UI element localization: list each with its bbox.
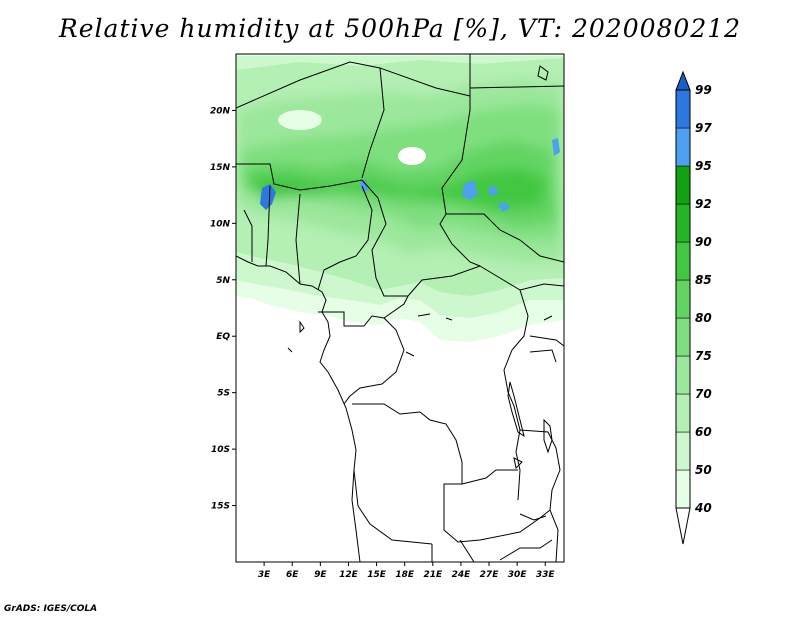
humidity-cell-95 bbox=[360, 180, 368, 192]
map-title: Relative humidity at 500hPa [%], VT: 202… bbox=[58, 14, 742, 43]
humidity-cell-95 bbox=[552, 138, 560, 156]
colorbar-high-triangle bbox=[675, 70, 691, 91]
lat-tick-label: 5S bbox=[217, 389, 230, 399]
colorbar: 40 50 60 70 75 80 85 90 92 95 97 99 bbox=[675, 70, 712, 545]
colorbar-level-label: 97 bbox=[695, 121, 712, 135]
lon-tick-label: 27E bbox=[480, 570, 500, 580]
colorbar-level-label: 95 bbox=[695, 159, 712, 173]
lon-tick-label: 21E bbox=[423, 570, 443, 580]
colorbar-outline bbox=[675, 89, 691, 509]
humidity-field bbox=[236, 54, 564, 342]
humidity-cell-95 bbox=[462, 180, 478, 200]
colorbar-segment bbox=[675, 203, 691, 243]
lon-tick-label: 6E bbox=[286, 570, 299, 580]
colorbar-segment bbox=[675, 89, 691, 129]
lat-tick-label: EQ bbox=[216, 332, 230, 342]
humidity-band-90 bbox=[250, 168, 548, 210]
colorbar-level-label: 99 bbox=[695, 83, 712, 97]
country-borders bbox=[236, 54, 564, 562]
colorbar-low-triangle bbox=[675, 507, 691, 545]
colorbar-segment bbox=[675, 165, 691, 205]
lon-tick-label: 24E bbox=[452, 570, 472, 580]
dry-pocket bbox=[398, 147, 426, 165]
lat-tick-label: 20N bbox=[210, 106, 231, 116]
longitude-axis: 3E 6E 9E 12E 15E 18E 21E 24E 27E 30E 33E bbox=[258, 562, 556, 580]
credit-label: GrADS: IGES/COLA bbox=[4, 604, 98, 614]
latitude-axis: 20N 15N 10N 5N EQ 5S 10S 15S bbox=[210, 106, 236, 512]
lat-tick-label: 15N bbox=[210, 163, 231, 173]
colorbar-segment bbox=[675, 317, 691, 357]
map-plot bbox=[235, 53, 565, 563]
dry-pocket bbox=[278, 110, 322, 130]
colorbar-segment bbox=[675, 127, 691, 167]
lon-tick-label: 12E bbox=[339, 570, 359, 580]
colorbar-level-label: 75 bbox=[695, 349, 712, 363]
colorbar-level-label: 90 bbox=[695, 235, 712, 249]
lon-tick-label: 30E bbox=[508, 570, 528, 580]
colorbar-level-label: 40 bbox=[694, 501, 712, 515]
lat-tick-label: 15S bbox=[211, 502, 230, 512]
colorbar-segment bbox=[675, 393, 691, 433]
humidity-cell-95 bbox=[488, 186, 498, 196]
colorbar-segment bbox=[675, 279, 691, 319]
humidity-cell-97 bbox=[260, 184, 276, 210]
colorbar-level-label: 80 bbox=[695, 311, 712, 325]
colorbar-level-label: 92 bbox=[695, 197, 712, 211]
colorbar-segment bbox=[675, 431, 691, 471]
lon-tick-label: 18E bbox=[395, 570, 415, 580]
colorbar-level-label: 60 bbox=[695, 425, 712, 439]
lon-tick-label: 3E bbox=[258, 570, 271, 580]
lat-tick-label: 10S bbox=[211, 445, 230, 455]
plot-frame bbox=[235, 53, 565, 563]
colorbar-level-label: 85 bbox=[695, 273, 712, 287]
colorbar-level-label: 50 bbox=[695, 463, 712, 477]
colorbar-segment bbox=[675, 355, 691, 395]
lon-tick-label: 9E bbox=[314, 570, 327, 580]
lon-tick-label: 15E bbox=[367, 570, 387, 580]
lat-tick-label: 5N bbox=[216, 276, 230, 286]
colorbar-segment bbox=[675, 241, 691, 281]
lat-tick-label: 10N bbox=[210, 219, 231, 229]
colorbar-level-label: 70 bbox=[695, 387, 712, 401]
lon-tick-label: 33E bbox=[536, 570, 556, 580]
colorbar-segment bbox=[675, 469, 691, 509]
humidity-cell-95 bbox=[498, 202, 510, 212]
